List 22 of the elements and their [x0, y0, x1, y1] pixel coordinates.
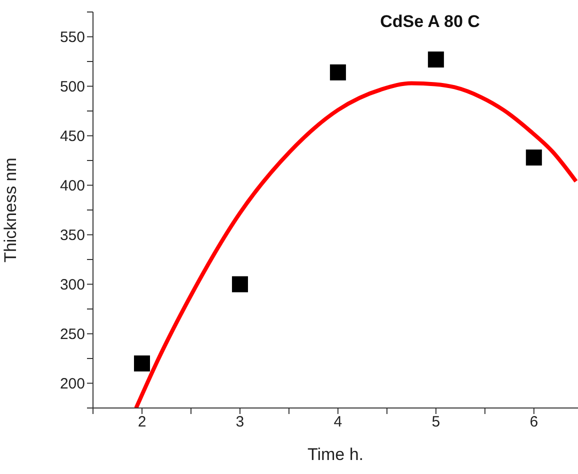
y-tick-label: 200: [60, 376, 85, 393]
point: [134, 355, 150, 372]
point: [526, 150, 542, 166]
x-tick-label: 4: [334, 414, 342, 431]
y-tick-label: 400: [60, 178, 85, 195]
y-tick-label: 350: [60, 227, 85, 244]
x-tick-label: 3: [236, 414, 244, 431]
x-tick-label: 5: [432, 414, 440, 431]
x-axis-title: Time h.: [307, 445, 364, 464]
chart-title: CdSe A 80 C: [379, 12, 481, 32]
point: [232, 276, 248, 292]
point: [428, 52, 444, 68]
y-tick-label: 500: [60, 78, 85, 96]
x-tick-label: 6: [530, 414, 538, 431]
x-tick-label: 2: [138, 414, 146, 431]
y-tick-label: 250: [60, 326, 85, 344]
line-series: [134, 81, 578, 408]
y-tick-label: 550: [60, 29, 85, 46]
y-axis-title: Thickness nm: [1, 158, 20, 262]
y-tick-label: 300: [60, 276, 85, 294]
y-tick-label: 450: [60, 128, 85, 146]
point: [330, 64, 346, 80]
